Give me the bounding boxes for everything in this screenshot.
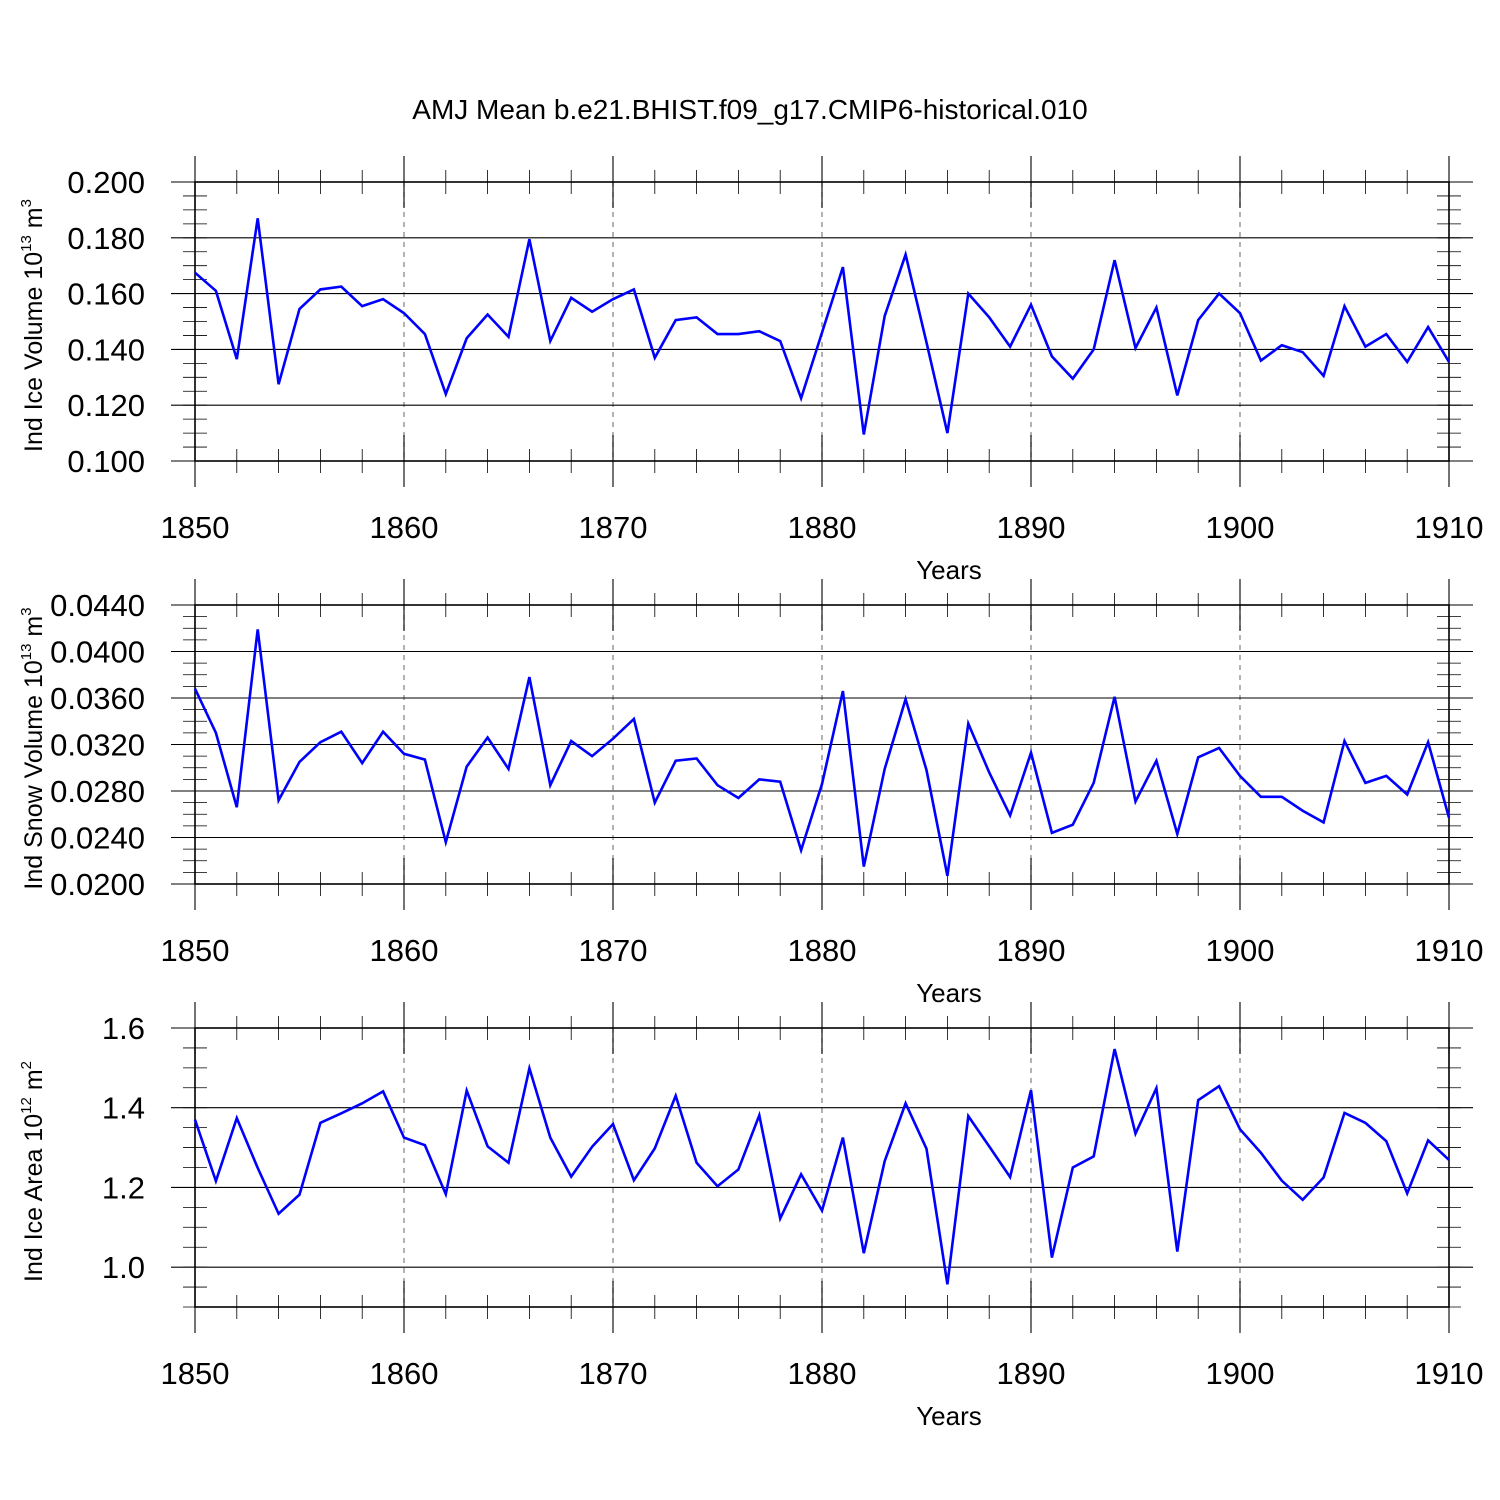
y-tick-label: 0.0280 bbox=[50, 774, 145, 809]
x-tick-label: 1850 bbox=[161, 510, 230, 545]
y-tick-label: 0.200 bbox=[67, 165, 145, 200]
x-tick-label: 1910 bbox=[1415, 933, 1484, 968]
y-tick-label: 0.120 bbox=[67, 388, 145, 423]
x-tick-label: 1900 bbox=[1206, 510, 1275, 545]
x-tick-label: 1870 bbox=[579, 1356, 648, 1391]
plot-frame bbox=[194, 604, 1450, 885]
y-axis-label: Ind Ice Area 1012 m2 bbox=[18, 1061, 48, 1282]
y-tick-label: 0.0240 bbox=[50, 821, 145, 856]
x-tick-label: 1910 bbox=[1415, 1356, 1484, 1391]
x-tick-label: 1860 bbox=[370, 510, 439, 545]
x-tick-label: 1860 bbox=[370, 1356, 439, 1391]
panel-snow-volume: 0.0200 0.0240 0.0280 0.0320 0.0360 0.0400 0.04… bbox=[18, 579, 1483, 1008]
x-axis-label: Years bbox=[916, 978, 982, 1008]
y-tick-label: 0.0200 bbox=[50, 867, 145, 902]
x-tick-label: 1860 bbox=[370, 933, 439, 968]
x-tick-label: 1880 bbox=[788, 510, 857, 545]
x-axis-label: Years bbox=[916, 555, 982, 585]
x-tick-label: 1850 bbox=[161, 933, 230, 968]
x-tick-label: 1850 bbox=[161, 1356, 230, 1391]
series-line bbox=[193, 629, 1451, 877]
y-tick-label: 0.160 bbox=[67, 277, 145, 312]
x-tick-label: 1890 bbox=[997, 510, 1066, 545]
y-tick-label: 0.140 bbox=[67, 332, 145, 367]
x-tick-label: 1870 bbox=[579, 933, 648, 968]
y-tick-label: 0.100 bbox=[67, 444, 145, 479]
x-tick-label: 1900 bbox=[1206, 1356, 1275, 1391]
panel-ice-area: 1.0 1.2 1.4 1.6 1850 1860 1870 1880 1890 1900 1910… bbox=[18, 1002, 1483, 1431]
plot-frame bbox=[194, 181, 1450, 462]
y-tick-label: 1.6 bbox=[102, 1011, 145, 1046]
y-tick-label: 0.180 bbox=[67, 221, 145, 256]
y-tick-label: 1.2 bbox=[102, 1170, 145, 1205]
y-tick-label: 0.0400 bbox=[50, 635, 145, 670]
x-tick-label: 1880 bbox=[788, 1356, 857, 1391]
x-tick-label: 1880 bbox=[788, 933, 857, 968]
y-tick-label: 0.0440 bbox=[50, 588, 145, 623]
plot-frame bbox=[194, 1027, 1450, 1308]
panel-ice-volume: 0.100 0.120 0.140 0.160 0.180 0.200 1850 1860 18… bbox=[18, 156, 1483, 585]
x-tick-label: 1890 bbox=[997, 1356, 1066, 1391]
y-tick-label: 0.0360 bbox=[50, 681, 145, 716]
x-tick-label: 1910 bbox=[1415, 510, 1484, 545]
x-axis-label: Years bbox=[916, 1401, 982, 1431]
x-tick-label: 1890 bbox=[997, 933, 1066, 968]
y-axis-label: Ind Snow Volume 1013 m3 bbox=[18, 607, 48, 889]
y-tick-label: 1.0 bbox=[102, 1250, 145, 1285]
x-tick-label: 1870 bbox=[579, 510, 648, 545]
series-line bbox=[193, 1048, 1450, 1285]
x-tick-label: 1900 bbox=[1206, 933, 1275, 968]
figure-title: AMJ Mean b.e21.BHIST.f09_g17.CMIP6-histo… bbox=[412, 94, 1087, 125]
series-line bbox=[194, 218, 1451, 435]
y-tick-label: 0.0320 bbox=[50, 728, 145, 763]
y-axis-label: Ind Ice Volume 1013 m3 bbox=[18, 199, 48, 452]
y-tick-label: 1.4 bbox=[102, 1091, 145, 1126]
